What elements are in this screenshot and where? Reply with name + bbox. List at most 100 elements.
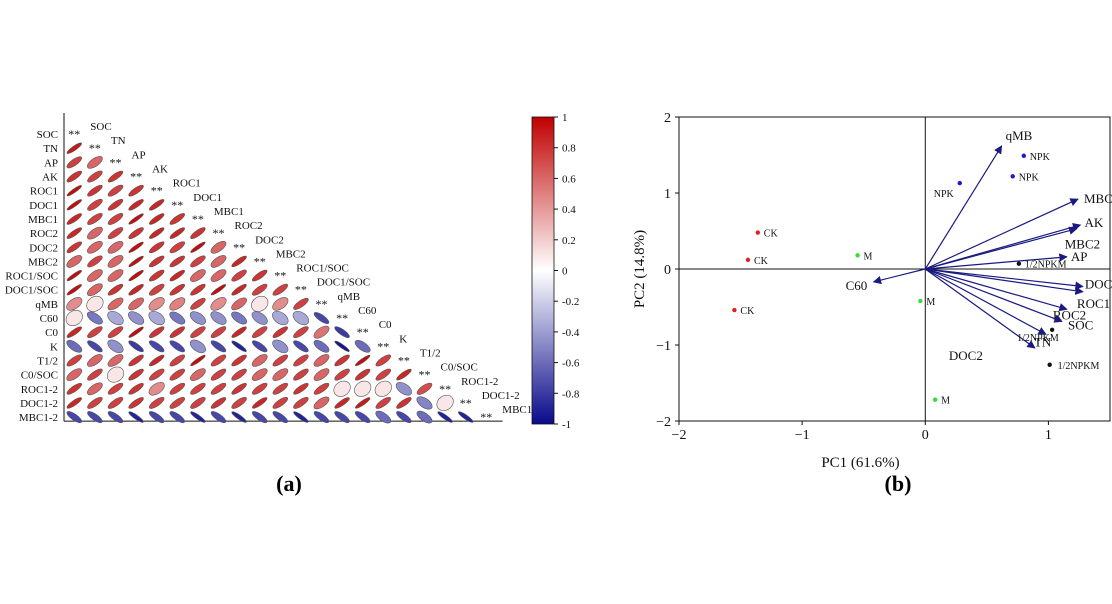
diagonal-label: DOC2 <box>255 234 284 246</box>
diagonal-label: ROC2 <box>235 220 263 232</box>
corr-ellipse <box>66 255 83 268</box>
diagonal-significance: ** <box>274 269 286 283</box>
row-label: ROC1-2 <box>21 384 58 396</box>
row-label: MBC2 <box>28 256 58 268</box>
corr-ellipse <box>354 340 371 353</box>
sample-point <box>1021 153 1026 158</box>
loading-arrow <box>925 198 1079 270</box>
corr-ellipse <box>169 326 185 338</box>
corr-ellipse <box>169 241 186 254</box>
corr-ellipse <box>169 368 186 381</box>
corr-ellipse <box>396 397 412 409</box>
corr-ellipse <box>169 311 186 325</box>
diagonal-significance: ** <box>398 353 410 367</box>
corr-ellipse <box>251 411 268 424</box>
corr-ellipse <box>128 311 145 325</box>
corr-ellipse <box>169 354 186 367</box>
diagonal-label: DOC1/SOC <box>317 277 370 289</box>
corr-ellipse <box>149 199 165 211</box>
corr-ellipse <box>272 310 289 326</box>
corr-ellipse <box>313 396 330 410</box>
corr-ellipse <box>87 382 103 396</box>
diagonal-label: AP <box>132 149 146 161</box>
corr-ellipse <box>169 297 186 311</box>
row-label: C0/SOC <box>21 370 58 382</box>
diagonal-significance: ** <box>480 410 492 424</box>
diagonal-label: TN <box>111 135 126 147</box>
colorbar-rect <box>531 116 555 425</box>
sample-label: NPK <box>1019 172 1040 183</box>
corr-ellipse <box>107 411 124 424</box>
corr-ellipse <box>87 354 103 367</box>
corr-ellipse <box>231 255 247 268</box>
corr-ellipse <box>416 410 433 424</box>
diagonal-significance: ** <box>110 155 122 169</box>
colorbar-tick-label: -1 <box>562 419 571 431</box>
corr-ellipse <box>148 368 165 381</box>
colorbar-tick-label: 0.2 <box>562 235 576 247</box>
corr-ellipse <box>374 380 392 397</box>
sample-label: CK <box>754 256 769 267</box>
corr-ellipse <box>252 269 268 282</box>
corr-ellipse <box>169 340 186 353</box>
diagonal-label: T1/2 <box>420 347 441 359</box>
corr-ellipse <box>87 240 103 254</box>
corr-ellipse <box>148 283 165 296</box>
loading-label: MBC2 <box>1065 237 1100 252</box>
corr-ellipse <box>210 269 227 282</box>
corr-ellipse <box>87 213 103 225</box>
corr-ellipse <box>148 340 165 353</box>
corr-ellipse <box>87 283 103 297</box>
corr-ellipse <box>395 382 412 396</box>
corr-ellipse <box>313 340 330 353</box>
corr-ellipse <box>231 340 247 352</box>
corr-ellipse <box>128 184 144 197</box>
row-label: AK <box>42 172 58 184</box>
corr-ellipse <box>354 380 372 397</box>
corr-ellipse <box>128 227 144 239</box>
diagonal-significance: ** <box>419 368 431 382</box>
loading-arrow <box>924 268 1036 349</box>
corr-ellipse <box>128 199 144 211</box>
colorbar: 1 0.8 0.6 0.4 0.2 0 -0.2 -0.4 -0.6 -0.8 -1 <box>531 112 580 431</box>
corr-ellipse <box>169 411 186 424</box>
corr-ellipse <box>149 227 165 239</box>
corr-ellipse <box>87 255 103 268</box>
corr-ellipse <box>107 297 124 311</box>
corr-ellipse <box>231 269 247 282</box>
corr-ellipse <box>231 326 247 338</box>
diagonal-label: ROC1 <box>173 178 201 190</box>
corr-ellipse <box>210 354 227 367</box>
corr-ellipse <box>190 411 206 423</box>
corr-ellipse <box>128 297 144 311</box>
row-label: ROC1 <box>30 186 58 198</box>
corr-ellipse <box>149 213 165 225</box>
loading-arrow <box>872 268 926 285</box>
corr-ellipse <box>66 397 82 409</box>
corr-ellipse <box>107 199 124 211</box>
corr-ellipse <box>107 354 124 367</box>
loading-arrow <box>925 268 1084 295</box>
corr-ellipse <box>87 326 103 339</box>
row-label: MBC1 <box>28 214 58 226</box>
row-label: ROC2 <box>30 228 58 240</box>
corr-ellipse <box>375 368 392 381</box>
sample-point <box>1049 327 1055 332</box>
corr-ellipse <box>190 269 206 282</box>
corr-ellipse <box>149 255 165 268</box>
corr-ellipse <box>128 368 144 381</box>
row-label: DOC1/SOC <box>5 285 58 297</box>
sample-point <box>1047 362 1052 367</box>
corr-ellipse <box>65 310 83 327</box>
corr-ellipse <box>190 241 206 253</box>
loading-label: SOC <box>1068 317 1093 332</box>
x-axis-title: PC1 (61.6%) <box>821 455 899 471</box>
corr-ellipse <box>210 255 227 268</box>
diagonal-label: AK <box>152 164 168 176</box>
sample-point <box>755 230 761 235</box>
corr-ellipse <box>87 184 103 197</box>
corr-ellipse <box>128 340 144 353</box>
diagonal-label: DOC1-2 <box>482 390 520 402</box>
corr-ellipse <box>106 366 125 383</box>
colorbar-tick-label: -0.8 <box>562 388 580 400</box>
